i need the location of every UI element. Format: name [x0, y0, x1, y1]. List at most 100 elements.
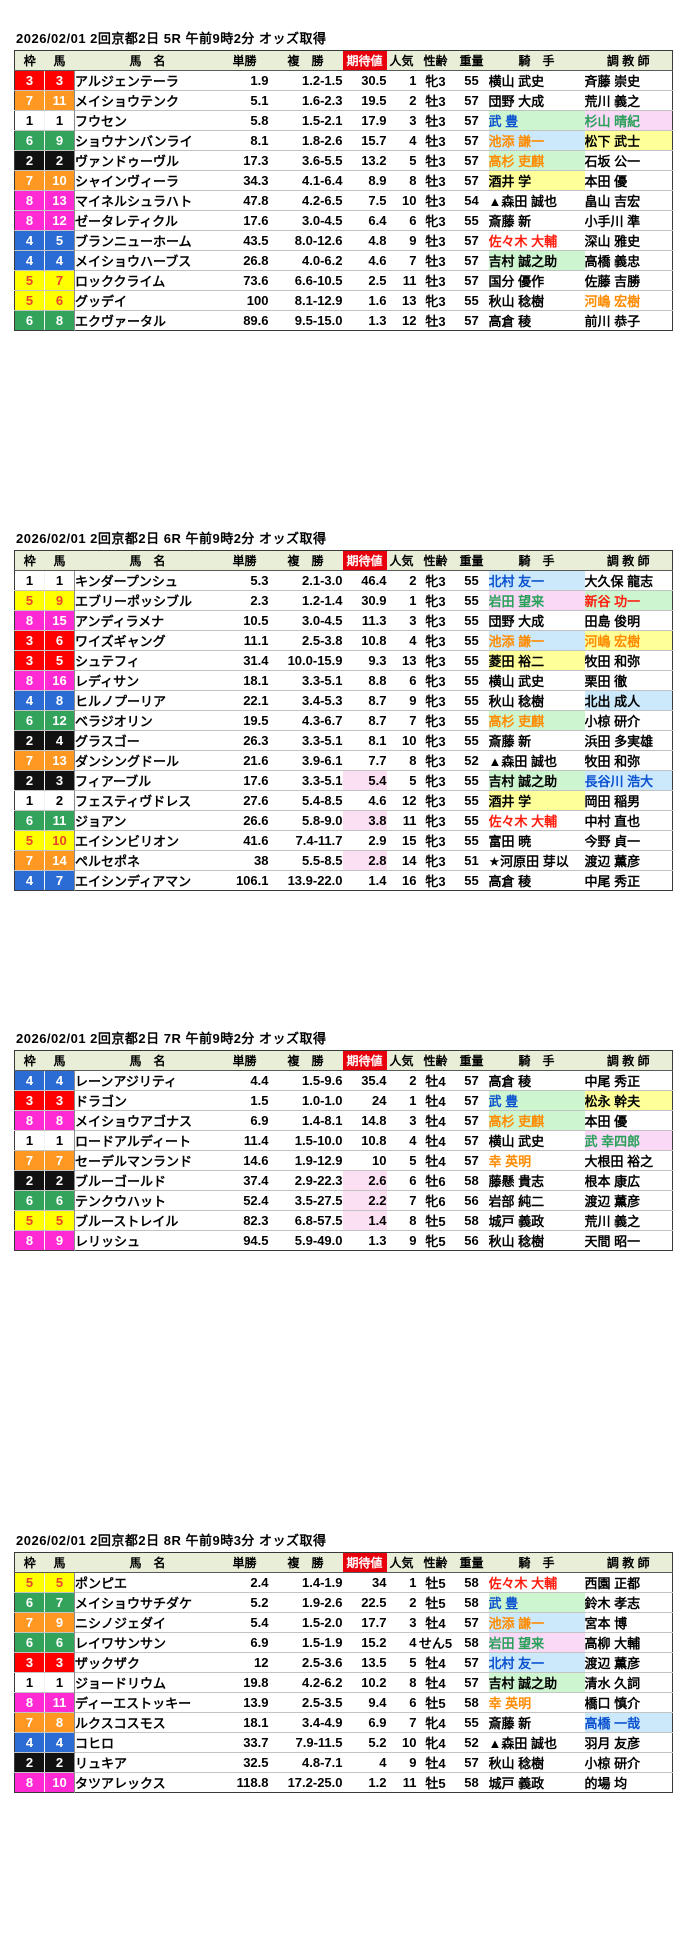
win-odds: 1.5 — [220, 1090, 269, 1111]
frame-number: 5 — [14, 1572, 45, 1593]
weight: 57 — [454, 1612, 489, 1633]
trainer-name: 河嶋 宏樹 — [584, 290, 673, 311]
jockey-name: 藤懸 貴志 — [488, 1170, 585, 1191]
trainer-name: 杉山 晴紀 — [584, 110, 673, 131]
popularity: 7 — [386, 710, 417, 731]
place-odds: 3.3-5.1 — [268, 730, 343, 751]
place-odds: 2.1-3.0 — [268, 570, 343, 591]
jockey-name: 佐々木 大輔 — [488, 810, 585, 831]
jockey-name: 酒井 学 — [488, 170, 585, 191]
win-odds: 10.5 — [220, 610, 269, 631]
horse-name: ザックザク — [74, 1652, 221, 1673]
race-title: 2026/02/01 2回京都2日 5R 午前9時2分 オッズ取得 — [16, 31, 327, 46]
col-header-jockey: 騎 手 — [488, 1552, 585, 1573]
horse-row: 1 1 フウセン 5.8 1.5-2.1 17.9 3 牡3 57 武 豊杉山 晴紀 — [14, 110, 673, 131]
sex-age: 牝3 — [416, 750, 455, 771]
sex-age: 牡5 — [416, 1210, 455, 1231]
odds-table-5r: 枠馬馬 名単勝複 勝期待値 人気 性齢 重量騎 手調 教 師 3 3 アルジェンテーラ 1.9… — [14, 50, 673, 331]
popularity: 4 — [386, 130, 417, 151]
race-section-8r: 2026/02/01 2回京都2日 8R 午前9時3分 オッズ取得 枠馬馬 名単… — [14, 1530, 673, 1793]
horse-name: エイシンディアマン — [74, 870, 221, 891]
horse-number: 13 — [44, 190, 75, 211]
horse-name: ルクスコスモス — [74, 1712, 221, 1733]
horse-name: レイワサンサン — [74, 1632, 221, 1653]
place-odds: 13.9-22.0 — [268, 870, 343, 891]
sex-age: 牡4 — [416, 1652, 455, 1673]
place-odds: 3.4-5.3 — [268, 690, 343, 711]
trainer-name: 渡辺 薫彦 — [584, 1190, 673, 1211]
col-header-name: 馬 名 — [74, 1552, 221, 1573]
frame-number: 5 — [14, 590, 45, 611]
place-odds: 2.5-3.6 — [268, 1652, 343, 1673]
col-header-pop: 人気 — [386, 1552, 417, 1573]
jockey-name: ▲森田 誠也 — [488, 190, 585, 211]
jockey-name: 武 豊 — [488, 110, 585, 131]
popularity: 5 — [386, 770, 417, 791]
expected-value: 2.9 — [342, 830, 387, 851]
horse-name: キンダープンシュ — [74, 570, 221, 591]
horse-row: 7 10 シャインヴィーラ 34.3 4.1-6.4 8.9 8 牡3 57 酒井 学本田 優 — [14, 170, 673, 191]
jockey-name: 高杉 吏麒 — [488, 150, 585, 171]
expected-value: 34 — [342, 1572, 387, 1593]
popularity: 7 — [386, 1712, 417, 1733]
place-odds: 1.8-2.6 — [268, 130, 343, 151]
sex-age: 牡5 — [416, 1692, 455, 1713]
race-title: 2026/02/01 2回京都2日 7R 午前9時2分 オッズ取得 — [16, 1031, 327, 1046]
jockey-name: 吉村 誠之助 — [488, 250, 585, 271]
col-header-weight: 重量 — [454, 1050, 489, 1071]
horse-name: ダンシングドール — [74, 750, 221, 771]
jockey-name: 岩田 望来 — [488, 590, 585, 611]
win-odds: 32.5 — [220, 1752, 269, 1773]
win-odds: 38 — [220, 850, 269, 871]
frame-number: 3 — [14, 630, 45, 651]
odds-table-6r: 枠馬馬 名単勝複 勝期待値 人気 性齢 重量騎 手調 教 師 1 1 キンダープンシュ 5.3… — [14, 550, 673, 891]
horse-number: 6 — [44, 1632, 75, 1653]
trainer-name: 浜田 多実雄 — [584, 730, 673, 751]
horse-name: フィアーブル — [74, 770, 221, 791]
expected-value: 4.6 — [342, 790, 387, 811]
place-odds: 2.5-3.8 — [268, 630, 343, 651]
trainer-name: 長谷川 浩大 — [584, 770, 673, 791]
horse-row: 3 3 ザックザク 12 2.5-3.6 13.5 5 牡4 57 北村 友一 渡辺 薫彦 — [14, 1652, 673, 1673]
sex-age: 牝3 — [416, 710, 455, 731]
horse-row: 4 5 ブランニューホーム 43.5 8.0-12.6 4.8 9 牡3 57 佐々木 大輔 深山 … — [14, 230, 673, 251]
weight: 52 — [454, 1732, 489, 1753]
place-odds: 1.5-1.9 — [268, 1632, 343, 1653]
expected-value: 8.7 — [342, 710, 387, 731]
frame-number: 2 — [14, 1752, 45, 1773]
weight: 55 — [454, 870, 489, 891]
jockey-name: 北村 友一 — [488, 570, 585, 591]
weight: 55 — [454, 630, 489, 651]
col-header-weight: 重量 — [454, 50, 489, 71]
place-odds: 2.5-3.5 — [268, 1692, 343, 1713]
sex-age: 牝3 — [416, 830, 455, 851]
horse-number: 10 — [44, 1772, 75, 1793]
expected-value: 5.2 — [342, 1732, 387, 1753]
frame-number: 4 — [14, 1732, 45, 1753]
expected-value: 4.8 — [342, 230, 387, 251]
horse-row: 4 4 メイショウハーブス 26.8 4.0-6.2 4.6 7 牡3 57 吉村 誠之助 高橋 義… — [14, 250, 673, 271]
popularity: 3 — [386, 1612, 417, 1633]
horse-name: シャインヴィーラ — [74, 170, 221, 191]
jockey-name: 高倉 稜 — [488, 310, 585, 331]
expected-value: 15.2 — [342, 1632, 387, 1653]
sex-age: 牡4 — [416, 1090, 455, 1111]
expected-value: 2.5 — [342, 270, 387, 291]
horse-number: 7 — [44, 1150, 75, 1171]
frame-number: 1 — [14, 110, 45, 131]
horse-number: 8 — [44, 1712, 75, 1733]
col-header-jockey: 騎 手 — [488, 550, 585, 571]
weight: 57 — [454, 170, 489, 191]
weight: 57 — [454, 1752, 489, 1773]
win-odds: 82.3 — [220, 1210, 269, 1231]
sex-age: 牡6 — [416, 1170, 455, 1191]
win-odds: 17.3 — [220, 150, 269, 171]
weight: 57 — [454, 1110, 489, 1131]
horse-number: 5 — [44, 1210, 75, 1231]
jockey-name: 高倉 稜 — [488, 1070, 585, 1091]
horse-name: ショウナンバンライ — [74, 130, 221, 151]
frame-number: 7 — [14, 1712, 45, 1733]
horse-name: グラスゴー — [74, 730, 221, 751]
sex-age: 牡3 — [416, 170, 455, 191]
